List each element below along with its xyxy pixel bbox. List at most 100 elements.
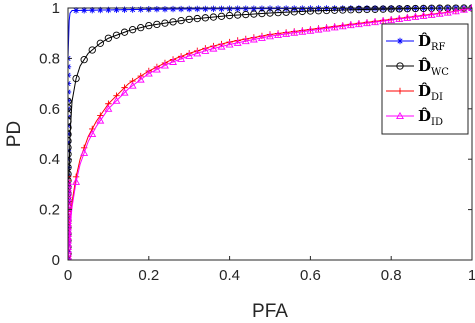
data-point <box>72 177 81 185</box>
data-point <box>290 8 298 16</box>
legend-entry: D̂ID <box>386 107 443 128</box>
data-point <box>290 28 299 36</box>
x-tick-label: 1 <box>468 267 475 284</box>
data-point <box>186 5 193 13</box>
ticks-layer: 0 0.2 0.4 0.6 0.8 1 0 0.2 0.4 0.6 0.8 1 <box>39 0 475 284</box>
data-point <box>120 28 129 36</box>
data-point <box>258 9 266 18</box>
legend-marker <box>396 87 404 95</box>
legend-entry: D̂WC <box>386 57 449 78</box>
data-point <box>266 5 274 12</box>
data-point <box>185 15 193 23</box>
data-point <box>96 116 105 124</box>
legend-label-sub: WC <box>431 67 449 78</box>
data-point <box>266 32 274 40</box>
data-point <box>339 6 347 14</box>
data-point <box>201 46 210 54</box>
data-point <box>193 14 201 23</box>
data-point <box>443 8 452 16</box>
data-point <box>395 14 404 22</box>
y-tick-label: 0.6 <box>39 101 60 118</box>
data-point <box>177 16 185 25</box>
data-point <box>274 5 282 12</box>
data-point <box>89 6 96 14</box>
data-point <box>411 4 420 13</box>
data-point <box>68 177 72 185</box>
data-point <box>330 23 339 31</box>
data-point <box>282 29 291 37</box>
y-axis-label: PD <box>4 121 25 147</box>
data-point <box>387 5 395 13</box>
data-point <box>68 173 72 181</box>
data-point <box>112 31 121 39</box>
data-point <box>121 6 128 13</box>
data-point <box>233 38 242 46</box>
y-tick-label: 0.8 <box>39 50 60 67</box>
data-point <box>451 7 460 15</box>
data-point <box>153 6 161 13</box>
data-point <box>68 180 72 187</box>
data-point <box>137 6 144 13</box>
series-id <box>68 4 472 260</box>
data-point <box>241 36 250 45</box>
data-point <box>72 7 80 14</box>
legend-label-main: D̂ <box>418 107 431 125</box>
legend-label-sub: RF <box>431 42 446 53</box>
data-point <box>68 232 72 239</box>
y-tick-label: 0.4 <box>39 151 60 168</box>
data-point <box>120 88 129 96</box>
data-point <box>169 57 178 65</box>
data-point <box>145 21 153 30</box>
data-point <box>258 5 266 12</box>
data-point <box>346 21 355 29</box>
data-point <box>137 24 145 32</box>
data-point <box>209 13 218 21</box>
data-point <box>387 15 396 24</box>
data-point <box>88 46 96 54</box>
data-point <box>322 24 331 32</box>
legend-entry: D̂DI <box>386 82 443 103</box>
data-point <box>80 7 88 14</box>
data-point <box>160 61 169 69</box>
data-point <box>209 44 218 52</box>
data-point <box>411 12 420 20</box>
plot-area-frame <box>67 7 473 261</box>
data-point <box>169 5 177 13</box>
data-point <box>419 11 428 19</box>
data-point <box>177 54 186 62</box>
legend-label: D̂DI <box>418 82 443 103</box>
data-point <box>379 5 387 13</box>
x-tick-label: 0 <box>64 267 72 284</box>
data-point <box>112 96 121 104</box>
data-point <box>177 5 185 13</box>
data-point <box>250 10 258 18</box>
data-point <box>338 22 347 30</box>
y-tick-label: 0.2 <box>39 202 60 219</box>
data-point <box>104 104 113 112</box>
data-point <box>105 6 112 14</box>
series-line <box>68 7 472 260</box>
data-point <box>435 9 444 17</box>
x-tick-label: 0.6 <box>300 267 321 284</box>
data-point <box>136 75 145 83</box>
legend-entry: D̂RF <box>386 32 446 53</box>
data-point <box>225 11 234 20</box>
data-point <box>395 5 403 13</box>
data-point <box>152 65 161 73</box>
data-point <box>274 8 282 17</box>
data-point <box>242 10 250 19</box>
data-point <box>96 39 104 47</box>
data-point <box>68 184 72 191</box>
data-point <box>354 20 363 28</box>
data-point <box>274 30 283 39</box>
data-point <box>193 49 202 57</box>
data-point <box>88 129 97 138</box>
data-point <box>217 12 226 20</box>
legend-label-main: D̂ <box>418 82 431 100</box>
x-tick-label: 0.8 <box>381 267 402 284</box>
data-point <box>250 5 258 12</box>
data-point <box>427 10 436 18</box>
data-point <box>355 5 363 14</box>
data-point <box>97 6 104 14</box>
